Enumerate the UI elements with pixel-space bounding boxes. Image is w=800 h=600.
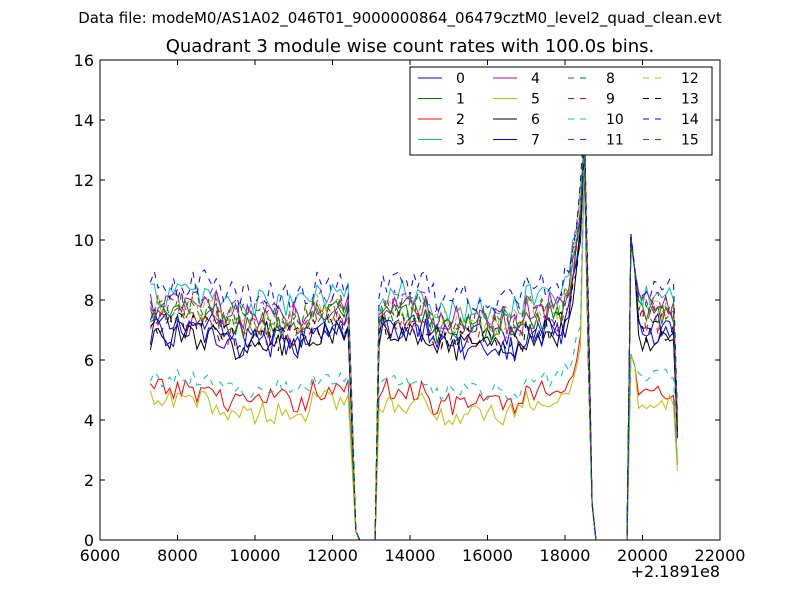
x-tick-label: 22000 [695,546,746,565]
series-line-7 [149,144,678,541]
x-tick-label: 20000 [617,546,668,565]
legend-label: 5 [531,92,540,108]
series-line-4 [149,154,678,541]
y-tick-label: 0 [84,531,94,550]
y-tick-label: 2 [84,471,94,490]
data-file-header: Data file: modeM0/AS1A02_046T01_90000008… [78,9,722,27]
axes-layer: 6000 8000 10000 12000 14000 16000 18000 20000 22… [74,51,746,565]
y-tick-label: 14 [74,111,94,130]
series-line-2 [150,161,678,541]
x-tick-label: 10000 [230,546,281,565]
x-tick-label: 8000 [157,546,198,565]
x-tick-label: 14000 [385,546,436,565]
legend-label: 0 [456,71,465,87]
series-line-6 [149,147,678,541]
x-tick-label: 12000 [307,546,358,565]
y-tick-label: 4 [84,411,94,430]
legend-label: 11 [606,133,624,149]
series-line-12 [150,127,678,541]
legend-label: 2 [456,112,465,128]
chart-title: Quadrant 3 module wise count rates with … [165,36,655,57]
series-line-8 [150,140,678,541]
x-tick-label: 6000 [80,546,121,565]
y-tick-label: 10 [74,231,94,250]
legend-label: 4 [531,71,540,87]
series-line-0 [149,167,678,541]
series-line-14 [149,120,678,541]
legend-label: 8 [606,71,615,87]
y-tick-label: 8 [84,291,94,310]
legend-label: 1 [456,92,465,108]
legend-label: 6 [531,112,540,128]
y-tick-label: 16 [74,51,94,70]
legend-label: 13 [681,92,699,108]
series-line-10 [149,133,678,541]
legend-label: 3 [456,133,465,149]
x-offset-label: +2.1891e8 [630,562,720,581]
series-layer [149,116,678,541]
legend-label: 10 [606,112,624,128]
legend-box [409,66,713,156]
series-line-3 [150,157,678,541]
y-tick-label: 12 [74,171,94,190]
x-tick-label: 16000 [462,546,513,565]
series-line-5 [149,150,678,541]
legend-label: 15 [681,133,699,149]
series-line-1 [149,164,678,541]
legend-label: 7 [531,133,540,149]
legend-label: 12 [681,71,699,87]
legend-label: 14 [681,112,699,128]
series-line-11 [149,130,678,541]
legend-label: 9 [606,92,615,108]
y-tick-label: 6 [84,351,94,370]
series-line-15 [149,116,678,541]
x-tick-label: 18000 [540,546,591,565]
